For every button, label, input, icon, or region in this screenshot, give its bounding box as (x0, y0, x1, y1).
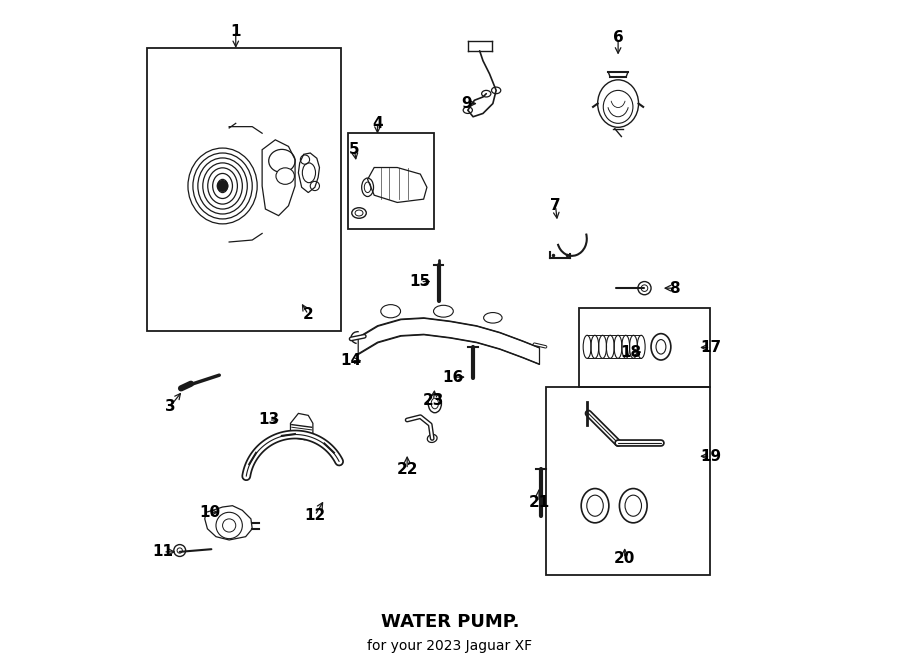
Bar (347, 133, 434, 229)
Bar (147, 48, 341, 331)
Text: WATER PUMP.: WATER PUMP. (381, 614, 519, 632)
Text: 21: 21 (528, 495, 550, 510)
Ellipse shape (276, 168, 294, 184)
Text: 14: 14 (340, 353, 362, 368)
Text: 8: 8 (669, 281, 680, 296)
Ellipse shape (381, 305, 400, 318)
Ellipse shape (483, 312, 502, 323)
Text: 18: 18 (621, 345, 642, 359)
Text: 10: 10 (199, 505, 220, 520)
Text: 16: 16 (443, 369, 464, 385)
Text: 5: 5 (349, 142, 360, 157)
Polygon shape (291, 413, 313, 440)
Polygon shape (205, 506, 252, 540)
Polygon shape (299, 153, 320, 193)
Text: 20: 20 (614, 551, 635, 566)
Text: 22: 22 (396, 462, 418, 477)
Text: 15: 15 (410, 274, 431, 289)
Text: 12: 12 (304, 508, 326, 523)
Text: 17: 17 (700, 340, 721, 355)
Text: 7: 7 (550, 198, 561, 213)
Text: 19: 19 (700, 449, 721, 464)
Text: 1: 1 (230, 24, 241, 38)
Text: 11: 11 (153, 544, 174, 559)
Ellipse shape (434, 305, 454, 317)
Text: for your 2023 Jaguar XF: for your 2023 Jaguar XF (367, 639, 533, 653)
Text: 3: 3 (165, 399, 176, 414)
Text: 2: 2 (303, 307, 313, 322)
Text: 13: 13 (258, 412, 279, 428)
Text: 9: 9 (461, 96, 472, 111)
Bar (579, 308, 710, 387)
Text: 6: 6 (613, 30, 624, 45)
Text: 4: 4 (373, 116, 382, 131)
Polygon shape (262, 140, 295, 216)
Bar (545, 387, 710, 575)
Text: 23: 23 (423, 393, 445, 408)
Circle shape (217, 181, 228, 191)
Polygon shape (367, 167, 427, 203)
